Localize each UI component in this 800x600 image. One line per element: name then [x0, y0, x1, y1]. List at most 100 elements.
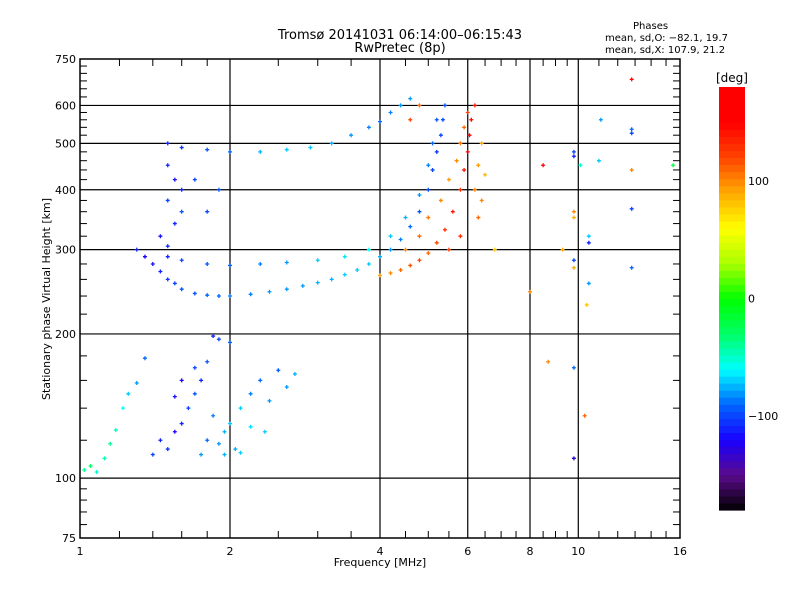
- colorbar-segment: [719, 298, 745, 307]
- data-point: [479, 141, 484, 146]
- data-point: [205, 261, 210, 266]
- point-mark: [216, 441, 221, 446]
- point-mark: [408, 96, 413, 101]
- point-mark: [465, 110, 470, 115]
- point-mark: [228, 294, 232, 299]
- data-point: [108, 441, 113, 446]
- point-mark: [284, 147, 289, 152]
- point-mark: [417, 234, 422, 239]
- point-mark: [150, 452, 155, 457]
- point-mark: [126, 391, 131, 396]
- point-mark: [598, 117, 603, 122]
- point-mark: [134, 247, 139, 252]
- point-mark: [192, 391, 197, 396]
- point-mark: [403, 247, 408, 252]
- data-point: [284, 147, 289, 152]
- data-point: [211, 413, 216, 418]
- point-mark: [434, 117, 439, 122]
- colorbar-segment: [719, 270, 745, 278]
- colorbar-segment: [719, 192, 745, 201]
- point-mark: [172, 281, 177, 286]
- data-point: [262, 429, 267, 434]
- point-mark: [150, 261, 155, 266]
- data-point: [258, 149, 263, 154]
- data-point: [492, 247, 497, 252]
- data-point: [450, 209, 455, 214]
- colorbar-segment: [719, 347, 745, 356]
- point-mark: [258, 261, 263, 266]
- data-point: [158, 269, 163, 274]
- colorbar-segment: [719, 171, 745, 180]
- colorbar-segment: [719, 235, 745, 243]
- data-point: [165, 447, 170, 452]
- data-point: [408, 263, 413, 268]
- colorbar-segment: [719, 305, 745, 314]
- data-point: [165, 163, 170, 168]
- colorbar-segment: [719, 101, 745, 109]
- data-point: [216, 187, 221, 192]
- point-mark: [233, 447, 238, 452]
- point-mark: [434, 149, 439, 154]
- point-mark: [438, 198, 443, 203]
- data-point: [205, 359, 210, 364]
- point-mark: [134, 380, 139, 385]
- data-point: [442, 227, 447, 232]
- data-point: [228, 294, 232, 299]
- point-mark: [267, 398, 272, 403]
- colorbar-tick-label: 100: [748, 175, 769, 188]
- point-mark: [388, 271, 393, 276]
- point-mark: [629, 127, 634, 132]
- point-mark: [222, 429, 227, 434]
- data-point: [248, 391, 253, 396]
- data-point: [205, 209, 210, 214]
- data-point: [417, 258, 422, 263]
- point-mark: [258, 149, 263, 154]
- data-point: [315, 280, 320, 285]
- point-mark: [426, 187, 431, 192]
- data-point: [629, 77, 634, 82]
- data-point: [388, 247, 393, 252]
- point-mark: [472, 103, 477, 108]
- colorbar-segment: [719, 333, 745, 342]
- colorbar-segment: [719, 432, 745, 441]
- x-tick-label: 2: [227, 545, 234, 558]
- point-mark: [165, 141, 170, 146]
- data-point: [216, 441, 221, 446]
- y-tick-label: 200: [55, 328, 76, 341]
- data-point: [228, 340, 232, 345]
- data-point: [121, 406, 126, 411]
- point-mark: [94, 470, 99, 475]
- data-point: [315, 258, 320, 263]
- data-point: [211, 334, 216, 339]
- data-point: [199, 452, 204, 457]
- colorbar-segment: [719, 467, 745, 476]
- data-point: [398, 103, 403, 108]
- colorbar-segment: [719, 178, 745, 187]
- colorbar-segment: [719, 319, 745, 328]
- point-mark: [179, 145, 184, 150]
- data-point: [126, 391, 131, 396]
- point-mark: [342, 272, 347, 277]
- point-mark: [458, 187, 463, 192]
- point-mark: [596, 158, 601, 163]
- point-mark: [216, 294, 221, 299]
- point-mark: [142, 356, 147, 361]
- point-mark: [440, 117, 445, 122]
- point-mark: [228, 263, 232, 268]
- data-point: [186, 406, 191, 411]
- point-mark: [378, 254, 382, 259]
- point-mark: [458, 141, 463, 146]
- point-mark: [172, 429, 177, 434]
- data-point: [82, 467, 87, 472]
- data-point: [462, 167, 467, 172]
- point-mark: [179, 187, 184, 192]
- point-mark: [479, 141, 484, 146]
- colorbar-segment: [719, 122, 745, 130]
- data-point: [629, 206, 634, 211]
- data-point: [403, 215, 408, 220]
- data-point: [142, 356, 147, 361]
- colorbar-segment: [719, 502, 745, 511]
- data-point: [388, 110, 393, 115]
- point-mark: [492, 247, 497, 252]
- data-point: [179, 258, 184, 263]
